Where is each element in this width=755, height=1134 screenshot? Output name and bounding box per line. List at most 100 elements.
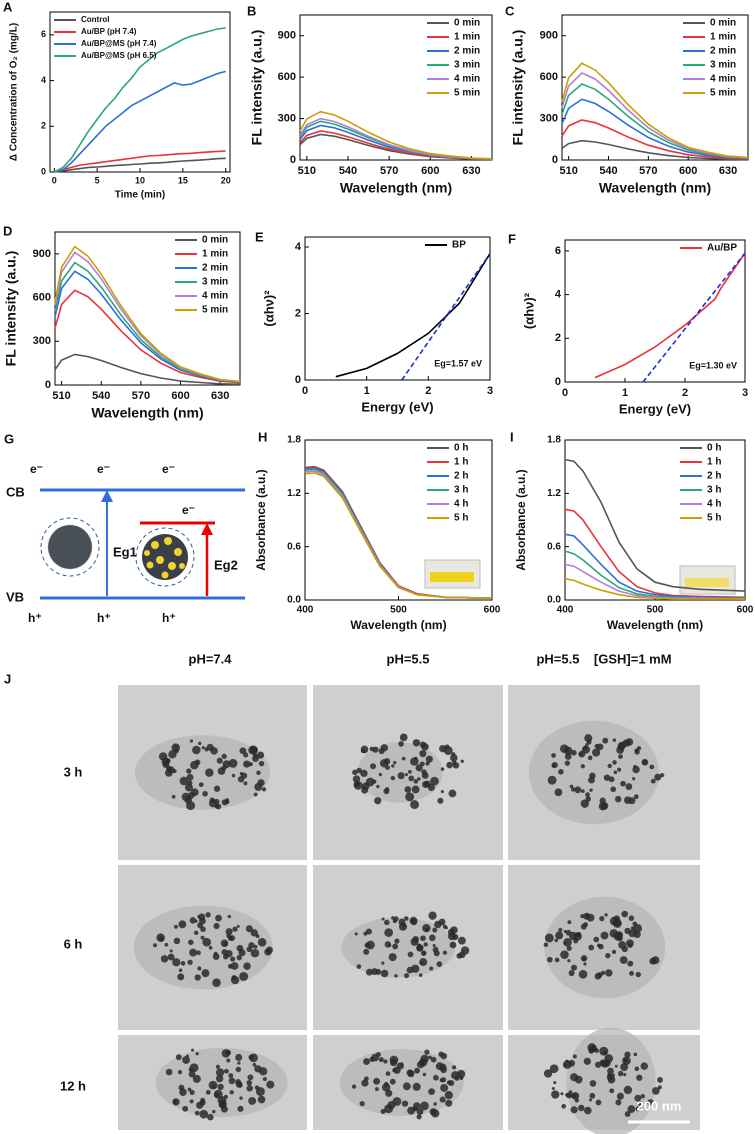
nanoparticle bbox=[182, 1105, 189, 1112]
nanoparticle bbox=[165, 1068, 173, 1076]
series-line bbox=[561, 62, 749, 159]
nanoparticle bbox=[624, 1111, 631, 1117]
y-tick-label: 0 bbox=[552, 154, 558, 166]
nanoparticle bbox=[360, 769, 368, 778]
nanoparticle bbox=[408, 775, 415, 782]
particle-outline bbox=[135, 527, 195, 587]
nanoparticle bbox=[229, 935, 236, 941]
nanoparticle bbox=[551, 753, 556, 758]
nanoparticle bbox=[375, 1051, 381, 1058]
x-tick-label: 630 bbox=[719, 165, 737, 177]
nanoparticle bbox=[243, 962, 251, 970]
plot-frame bbox=[561, 14, 749, 161]
nanoparticle bbox=[609, 929, 618, 938]
nanoparticle bbox=[213, 785, 221, 792]
nanoparticle bbox=[433, 1074, 439, 1081]
nanoparticle bbox=[381, 1083, 391, 1092]
nanoparticle bbox=[588, 944, 595, 951]
x-axis-label: Wavelength (nm) bbox=[350, 618, 446, 632]
chart-panel: D 510 540 570 600 630 0 300 600 900 Wavelength (nm… bbox=[3, 223, 241, 421]
x-tick-label: 540 bbox=[339, 165, 357, 177]
nanoparticle bbox=[589, 1080, 597, 1087]
series-line bbox=[561, 119, 749, 160]
legend-label: 3 min bbox=[710, 60, 736, 71]
nanoparticle bbox=[407, 951, 414, 958]
nanoparticle bbox=[565, 1092, 569, 1097]
nanoparticle bbox=[361, 786, 369, 794]
nanoparticle bbox=[374, 797, 382, 805]
nanoparticle bbox=[604, 913, 608, 917]
nanoparticle bbox=[186, 773, 194, 781]
nanoparticle bbox=[454, 1076, 460, 1081]
gold-dots bbox=[144, 537, 185, 579]
electron: e⁻ bbox=[30, 462, 43, 476]
nanoparticle bbox=[543, 942, 549, 947]
nanoparticle bbox=[243, 781, 248, 786]
nanoparticle bbox=[184, 783, 193, 792]
y-tick-label: 900 bbox=[33, 248, 51, 260]
nanoparticle bbox=[198, 782, 204, 788]
legend-label: 1 h bbox=[454, 457, 468, 468]
nanoparticle bbox=[620, 780, 626, 787]
nanoparticle bbox=[589, 1098, 593, 1102]
nanoparticle bbox=[439, 744, 447, 753]
nanoparticle bbox=[583, 922, 589, 928]
series-line bbox=[304, 472, 493, 599]
nanoparticle bbox=[433, 1102, 437, 1106]
nanoparticle bbox=[205, 768, 214, 777]
x-tick-label: 0 bbox=[52, 175, 57, 185]
x-tick-label: 600 bbox=[171, 390, 189, 402]
nanoparticle bbox=[192, 1074, 201, 1083]
nanoparticle bbox=[623, 1085, 633, 1095]
nanoparticle bbox=[594, 972, 602, 980]
nanoparticle bbox=[412, 935, 420, 943]
nanoparticle bbox=[205, 1089, 211, 1095]
nanoparticle bbox=[660, 772, 665, 778]
y-tick-label: 1.2 bbox=[547, 488, 561, 499]
electron: e⁻ bbox=[182, 503, 195, 517]
nanoparticle bbox=[194, 974, 201, 981]
hole: h⁺ bbox=[28, 611, 42, 625]
nanoparticle bbox=[563, 941, 567, 946]
legend-label: 5 min bbox=[710, 88, 736, 99]
panel-letter: G bbox=[4, 431, 14, 446]
panel-letter: C bbox=[505, 3, 515, 18]
nanoparticle bbox=[617, 1070, 624, 1077]
nanoparticle bbox=[160, 955, 169, 963]
nanoparticle bbox=[605, 969, 613, 977]
nanoparticle bbox=[570, 964, 578, 971]
nanoparticle bbox=[634, 1094, 642, 1102]
nanoparticle bbox=[425, 755, 433, 763]
nanoparticle bbox=[611, 949, 617, 955]
x-tick-label: 0 bbox=[302, 385, 308, 397]
x-tick-label: 500 bbox=[390, 605, 407, 616]
panel-letter: E bbox=[255, 229, 264, 244]
plot-frame bbox=[299, 14, 493, 161]
nanoparticle bbox=[440, 1077, 447, 1083]
nanoparticle bbox=[369, 746, 374, 752]
nanoparticle bbox=[555, 931, 564, 940]
nanoparticle bbox=[589, 1044, 597, 1053]
legend-label: 2 min bbox=[454, 46, 480, 57]
nanoparticle bbox=[243, 760, 251, 768]
nanoparticle bbox=[383, 1059, 388, 1064]
y-tick-label: 600 bbox=[33, 291, 51, 303]
x-tick-label: 400 bbox=[297, 605, 314, 616]
nanoparticle bbox=[407, 769, 412, 774]
y-axis-label: (αhν)² bbox=[521, 292, 536, 329]
nanoparticle bbox=[657, 1085, 662, 1090]
nanoparticle bbox=[261, 787, 267, 792]
nanoparticle bbox=[457, 936, 466, 945]
chart-panel: A 0 5 10 15 20 0 2 4 6 Time (min) Δ Concentration o… bbox=[3, 0, 231, 201]
nanoparticle bbox=[613, 915, 620, 922]
nanoparticle bbox=[428, 1055, 432, 1060]
nanoparticle bbox=[388, 953, 397, 962]
nanoparticle bbox=[215, 1064, 220, 1069]
nanoparticle bbox=[440, 790, 444, 794]
nanoparticle bbox=[248, 1097, 257, 1105]
y-tick-label: 300 bbox=[33, 335, 51, 347]
nanoparticle bbox=[188, 939, 194, 946]
nanoparticle bbox=[404, 773, 409, 777]
legend-label: 3 h bbox=[454, 485, 468, 496]
nanoparticle bbox=[380, 969, 389, 978]
